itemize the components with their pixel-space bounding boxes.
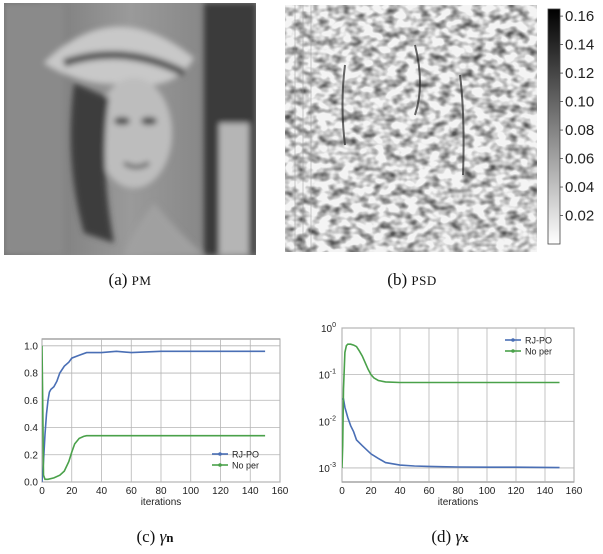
y-tick-label: 0.2 [24, 450, 38, 461]
series-line-rj-po [342, 398, 560, 469]
caption-b: (b) PSD [362, 270, 462, 290]
y-tick-label: 10-2 [319, 415, 336, 428]
x-tick-label: 40 [96, 486, 108, 497]
x-tick-label: 60 [423, 486, 435, 497]
x-tick-label: 0 [39, 486, 45, 497]
y-tick-label: 0.6 [24, 396, 38, 407]
x-axis-label: iterations [438, 497, 479, 508]
y-tick-label: 0.0 [24, 478, 38, 489]
caption-a: (a) PM [80, 270, 180, 290]
psd-image-drawing [285, 5, 537, 252]
x-tick-label: 160 [566, 486, 583, 497]
caption-c: (c) γn [115, 527, 195, 547]
chart-gamma-x: 0 20 40 60 80 100 120 140 160 100 10-1 10-2 10-3 iter… [319, 322, 583, 508]
y-tick-label: 1.0 [24, 341, 38, 352]
caption-c-symbol: γ [159, 527, 167, 546]
x-tick-label: 60 [126, 486, 138, 497]
x-tick-label: 120 [212, 486, 229, 497]
legend-label: RJ-PO [232, 450, 259, 460]
x-tick-label: 20 [66, 486, 78, 497]
caption-d-symbol: γ [455, 527, 463, 546]
x-tick-label: 100 [182, 486, 199, 497]
x-tick-label: 40 [394, 486, 406, 497]
x-tick-label: 140 [537, 486, 554, 497]
x-tick-label: 80 [155, 486, 167, 497]
x-tick-label: 140 [242, 486, 259, 497]
legend-marker [218, 463, 222, 467]
x-tick-label: 120 [508, 486, 525, 497]
colorbar: 0.16 0.14 0.12 0.10 0.08 0.06 0.04 0.02 [547, 8, 594, 245]
series-line-rj-po [42, 350, 266, 482]
x-tick-label: 20 [365, 486, 377, 497]
pm-image-drawing [4, 3, 256, 255]
caption-c-sub: n [166, 530, 174, 545]
legend-label: No per [232, 461, 259, 471]
colorbar-gradient [547, 8, 561, 245]
colorbar-tick-label: 0.02 [565, 208, 594, 225]
x-tick-label: 160 [272, 486, 289, 497]
chart-gamma-n: 0 20 40 60 80 100 120 140 160 0.0 0.2 0.4 0.6 0.8 1.0 i… [24, 338, 289, 508]
y-tick-label: 10-3 [319, 462, 336, 475]
caption-c-letter: (c) [136, 527, 156, 546]
colorbar-tick-label: 0.06 [565, 151, 594, 168]
legend-label: RJ-PO [525, 336, 552, 346]
colorbar-tick-label: 0.16 [565, 8, 594, 25]
legend-marker [218, 452, 222, 456]
y-tick-label: 0.4 [24, 423, 38, 434]
x-tick-label: 80 [452, 486, 464, 497]
caption-b-text: PSD [411, 273, 437, 288]
caption-b-letter: (b) [387, 270, 408, 289]
series-line-no-per [42, 345, 266, 481]
y-tick-label: 10-1 [319, 369, 336, 382]
x-tick-label: 0 [339, 486, 345, 497]
psd-image [285, 5, 537, 252]
colorbar-tick-label: 0.10 [565, 94, 594, 111]
colorbar-tick-label: 0.12 [565, 65, 594, 82]
x-axis-label: iterations [141, 497, 182, 508]
colorbar-tick-label: 0.14 [565, 37, 594, 54]
x-tick-label: 100 [479, 486, 496, 497]
colorbar-tick-label: 0.08 [565, 122, 594, 139]
caption-d-sub: x [462, 530, 469, 545]
legend-marker [511, 349, 515, 353]
pm-image [4, 3, 256, 255]
y-tick-label: 100 [321, 322, 336, 335]
caption-a-text: PM [131, 273, 152, 288]
y-tick-label: 0.8 [24, 369, 38, 380]
legend-label: No per [525, 347, 552, 357]
caption-d: (d) γx [410, 527, 490, 547]
colorbar-tick-label: 0.04 [565, 179, 594, 196]
series-line-no-per [342, 343, 560, 469]
caption-d-letter: (d) [431, 527, 452, 546]
caption-a-letter: (a) [108, 270, 128, 289]
legend-marker [511, 338, 515, 342]
